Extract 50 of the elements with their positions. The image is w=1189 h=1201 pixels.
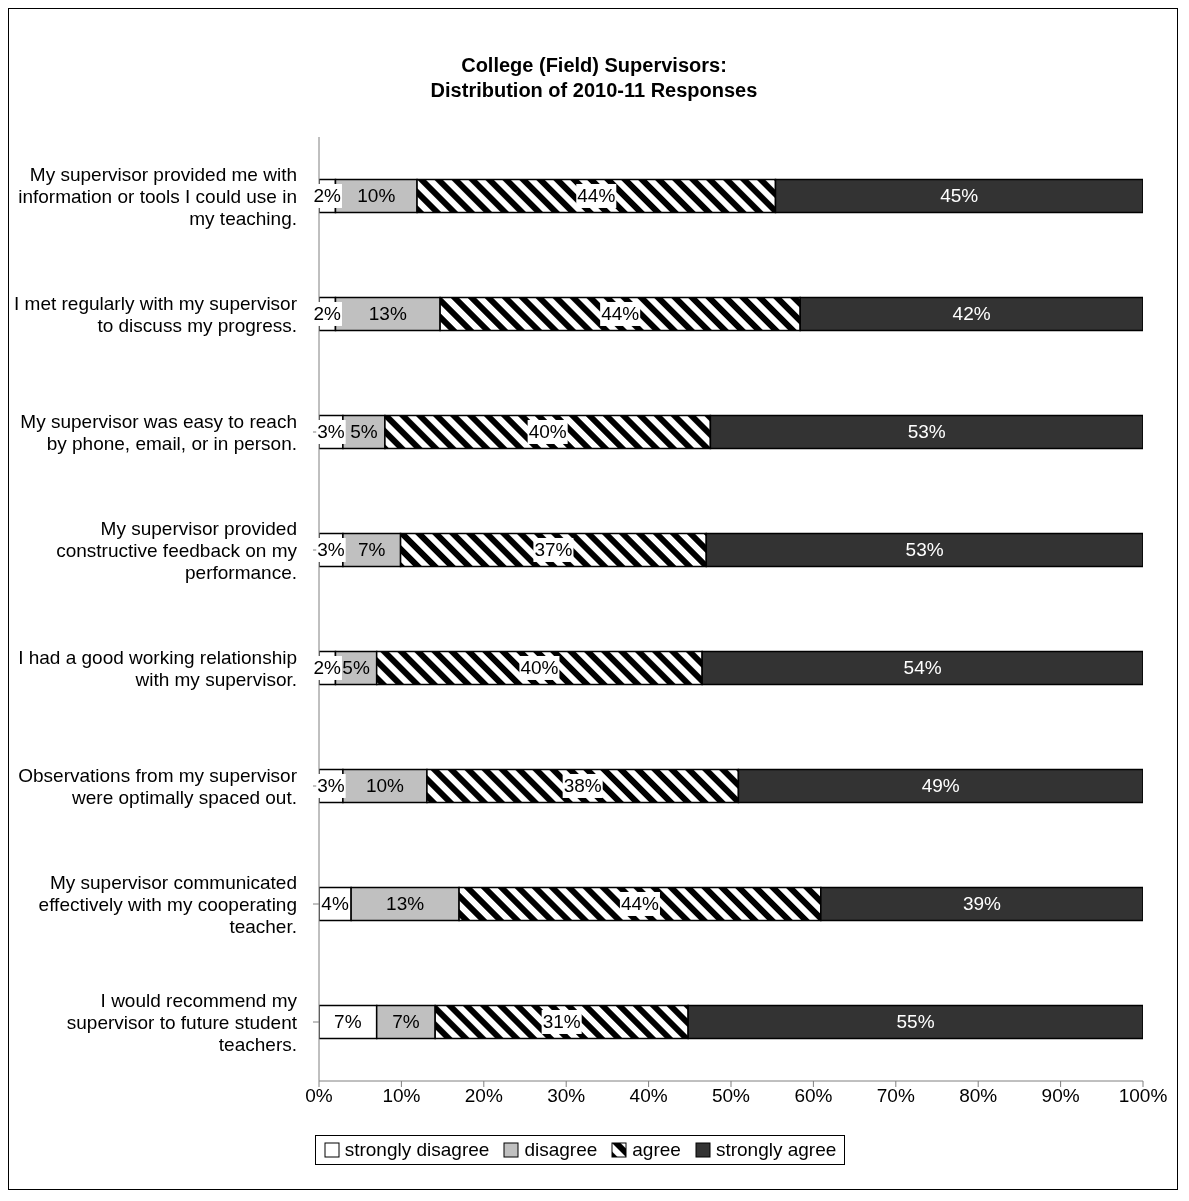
x-tick-label: 40%: [629, 1085, 668, 1107]
data-label: 31%: [542, 1011, 581, 1033]
data-label: 45%: [940, 185, 979, 207]
legend-label: disagree: [524, 1139, 598, 1161]
x-tick-label: 100%: [1118, 1085, 1168, 1107]
data-label: 40%: [528, 421, 567, 443]
chart-title: College (Field) Supervisors: Distribution of 2010-11 Responses: [429, 53, 759, 103]
y-tick-label: I had a good working relationship with my supervisor.: [18, 646, 297, 690]
data-label: 42%: [952, 303, 991, 325]
x-tick-label: 20%: [464, 1085, 503, 1107]
data-label: 10%: [357, 185, 396, 207]
y-tick-label: Observations from my supervisor were optimally spaced out.: [18, 764, 298, 808]
data-label: 40%: [520, 657, 559, 679]
data-label: 53%: [905, 539, 944, 561]
y-tick-label: My supervisor provided constructive feedback on my performance.: [56, 517, 298, 583]
y-tick-label: I would recommend my supervisor to future student teachers.: [66, 989, 298, 1055]
y-tick-label: My supervisor communicated effectively with my cooperating teacher.: [38, 871, 297, 937]
data-label: 55%: [896, 1011, 935, 1033]
y-tick-label: My supervisor was easy to reach by phone, email, or in person.: [20, 410, 297, 454]
data-label: 4%: [321, 893, 349, 915]
legend-label: agree: [632, 1139, 681, 1161]
data-label: 44%: [601, 303, 640, 325]
x-tick-label: 70%: [876, 1085, 915, 1107]
data-label: 5%: [350, 421, 378, 443]
y-tick-label: My supervisor provided me with information or tools I could use in my teaching.: [18, 163, 297, 229]
data-label: 37%: [534, 539, 573, 561]
data-label: 7%: [392, 1011, 420, 1033]
x-tick-label: 30%: [547, 1085, 586, 1107]
data-label: 7%: [358, 539, 386, 561]
x-tick-label: 60%: [794, 1085, 833, 1107]
legend-label: strongly agree: [715, 1139, 837, 1161]
data-label: 44%: [620, 893, 660, 915]
x-tick-label: 80%: [959, 1085, 998, 1107]
y-tick-label: I met regularly with my supervisor to discuss my progress.: [14, 292, 298, 336]
data-label: 13%: [386, 893, 425, 915]
data-label: 44%: [577, 185, 616, 207]
legend-label: strongly disagree: [344, 1139, 490, 1161]
data-label: 49%: [921, 775, 960, 797]
data-label: 38%: [563, 775, 602, 797]
data-label: 7%: [334, 1011, 362, 1033]
x-tick-label: 90%: [1041, 1085, 1080, 1107]
data-label: 10%: [365, 775, 405, 797]
x-tick-label: 10%: [382, 1085, 421, 1107]
data-label: 53%: [907, 421, 946, 443]
data-label: 13%: [368, 303, 407, 325]
x-tick-label: 50%: [711, 1085, 751, 1107]
data-label: 39%: [962, 893, 1002, 915]
data-label: 54%: [903, 657, 942, 679]
data-label: 5%: [342, 657, 370, 679]
x-tick-label: 0%: [305, 1085, 333, 1107]
